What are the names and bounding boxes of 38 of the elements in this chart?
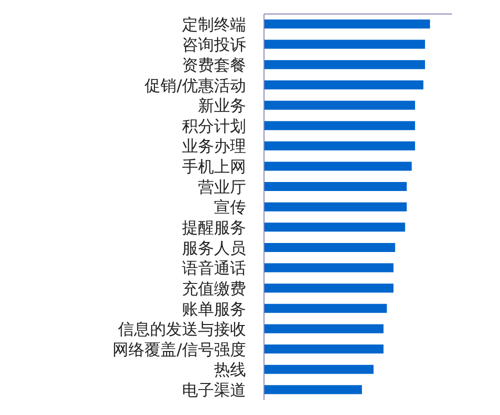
- bar: [264, 304, 387, 313]
- y-tick-label: 提醒服务: [182, 218, 246, 237]
- y-tick-label: 促销/优惠活动: [144, 76, 246, 95]
- bar: [264, 344, 384, 354]
- bar: [264, 202, 407, 212]
- y-tick-label: 积分计划: [182, 116, 246, 136]
- y-tick-label: 资费套餐: [182, 55, 246, 74]
- bar: [264, 162, 412, 171]
- y-tick-label: 语音通话: [182, 258, 246, 278]
- y-tick-label: 手机上网: [182, 157, 246, 176]
- bar: [264, 40, 426, 49]
- y-tick-label: 宣传: [214, 198, 246, 217]
- bar: [264, 284, 394, 293]
- y-tick-label: 账单服务: [182, 299, 246, 318]
- y-tick-label: 定制终端: [182, 14, 246, 34]
- y-tick-label: 营业厅: [198, 177, 246, 196]
- bar: [264, 19, 430, 28]
- bar: [264, 141, 416, 150]
- bar: [264, 60, 426, 70]
- bar: [264, 182, 407, 192]
- y-tick-label: 网络覆盖/信号强度: [112, 340, 246, 359]
- bar: [264, 100, 416, 110]
- y-tick-label: 新业务: [198, 96, 246, 116]
- bar: [264, 324, 384, 334]
- y-tick-label: 服务人员: [182, 238, 246, 258]
- bar: [264, 121, 416, 130]
- bar: [264, 222, 406, 232]
- y-tick-label: 咨询投诉: [182, 35, 246, 54]
- y-tick-label: 充值缴费: [182, 278, 246, 298]
- bar: [264, 80, 424, 90]
- bar: [264, 263, 394, 272]
- bar: [264, 242, 396, 252]
- bar: [264, 364, 374, 374]
- y-tick-label: 热线: [214, 360, 246, 380]
- y-tick-label: 电子渠道: [182, 380, 246, 400]
- y-tick-label: 业务办理: [182, 136, 246, 156]
- y-tick-label: 信息的发送与接收: [118, 320, 246, 339]
- bar: [264, 385, 362, 394]
